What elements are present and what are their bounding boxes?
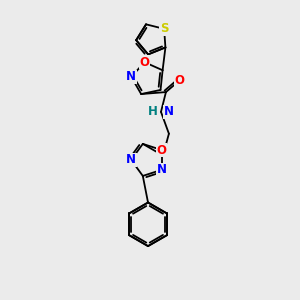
- Text: N: N: [126, 153, 136, 167]
- Text: H: H: [148, 105, 158, 119]
- Text: N: N: [126, 70, 136, 83]
- Text: N: N: [157, 163, 166, 176]
- Text: O: O: [157, 143, 166, 157]
- Text: S: S: [160, 22, 168, 35]
- Text: O: O: [175, 74, 185, 87]
- Text: O: O: [140, 56, 149, 69]
- Text: N: N: [164, 105, 174, 119]
